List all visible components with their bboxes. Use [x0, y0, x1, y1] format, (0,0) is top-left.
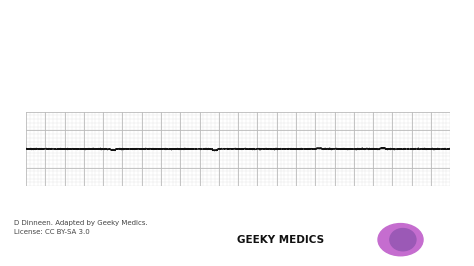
Text: Non-shockable
rhythm: Non-shockable rhythm — [185, 65, 289, 95]
Text: Asystole: Asystole — [170, 13, 304, 41]
Text: GEEKY MEDICS: GEEKY MEDICS — [237, 235, 324, 245]
Text: D Dinneen. Adapted by Geeky Medics.
License: CC BY-SA 3.0: D Dinneen. Adapted by Geeky Medics. Lice… — [14, 221, 148, 235]
Ellipse shape — [378, 223, 423, 256]
Ellipse shape — [390, 228, 416, 251]
